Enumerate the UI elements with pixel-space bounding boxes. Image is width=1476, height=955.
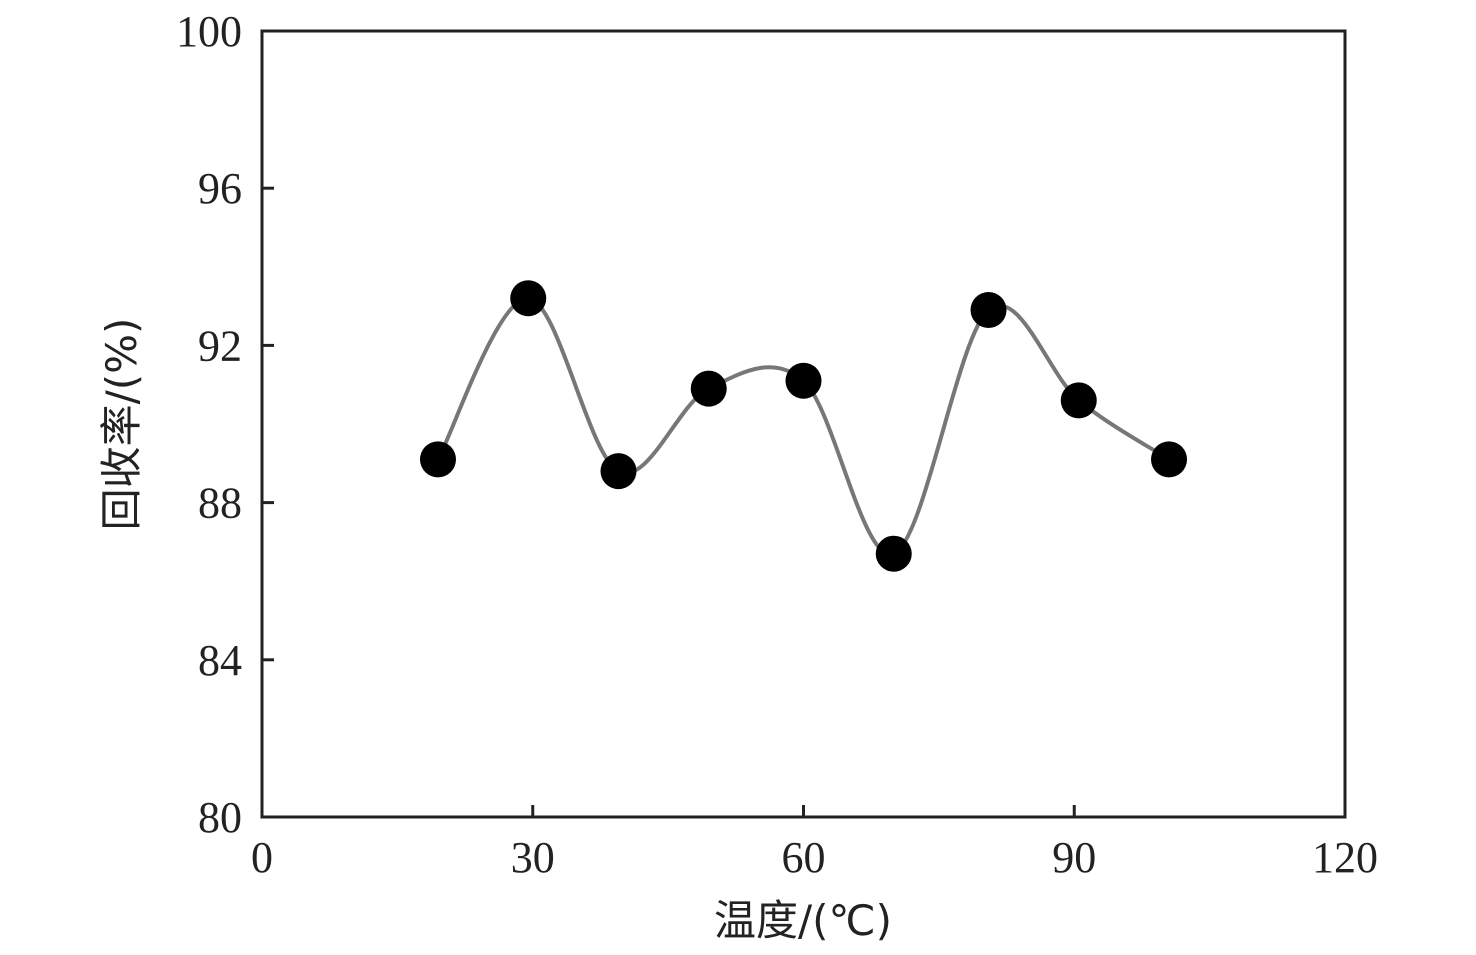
data-point bbox=[419, 441, 456, 478]
y-tick-label: 84 bbox=[198, 636, 242, 685]
series-line bbox=[436, 296, 1171, 556]
x-tick-label: 120 bbox=[1312, 833, 1378, 882]
data-point bbox=[510, 280, 547, 317]
y-tick-label: 88 bbox=[198, 479, 242, 528]
data-point bbox=[970, 292, 1007, 329]
x-axis-title: 温度/(℃) bbox=[714, 896, 892, 945]
data-point bbox=[785, 362, 822, 399]
data-point bbox=[690, 370, 727, 407]
data-point bbox=[875, 535, 912, 572]
data-points bbox=[419, 280, 1188, 572]
data-point bbox=[1060, 382, 1097, 419]
plot-frame bbox=[260, 29, 1347, 819]
x-tick-label: 30 bbox=[511, 833, 555, 882]
axis-tick-labels: 0 30 60 90 120 80 84 88 92 96 100 bbox=[176, 7, 1378, 882]
x-tick-label: 0 bbox=[251, 833, 273, 882]
y-tick-label: 92 bbox=[198, 321, 242, 370]
axis-ticks bbox=[260, 29, 1347, 819]
y-tick-label: 96 bbox=[198, 164, 242, 213]
x-tick-label: 90 bbox=[1052, 833, 1096, 882]
y-tick-label: 100 bbox=[176, 7, 242, 56]
data-point bbox=[600, 453, 637, 490]
y-axis-title: 回收率/(%) bbox=[97, 318, 146, 531]
data-point bbox=[1151, 441, 1188, 478]
x-tick-label: 60 bbox=[782, 833, 826, 882]
y-tick-label: 80 bbox=[198, 793, 242, 842]
